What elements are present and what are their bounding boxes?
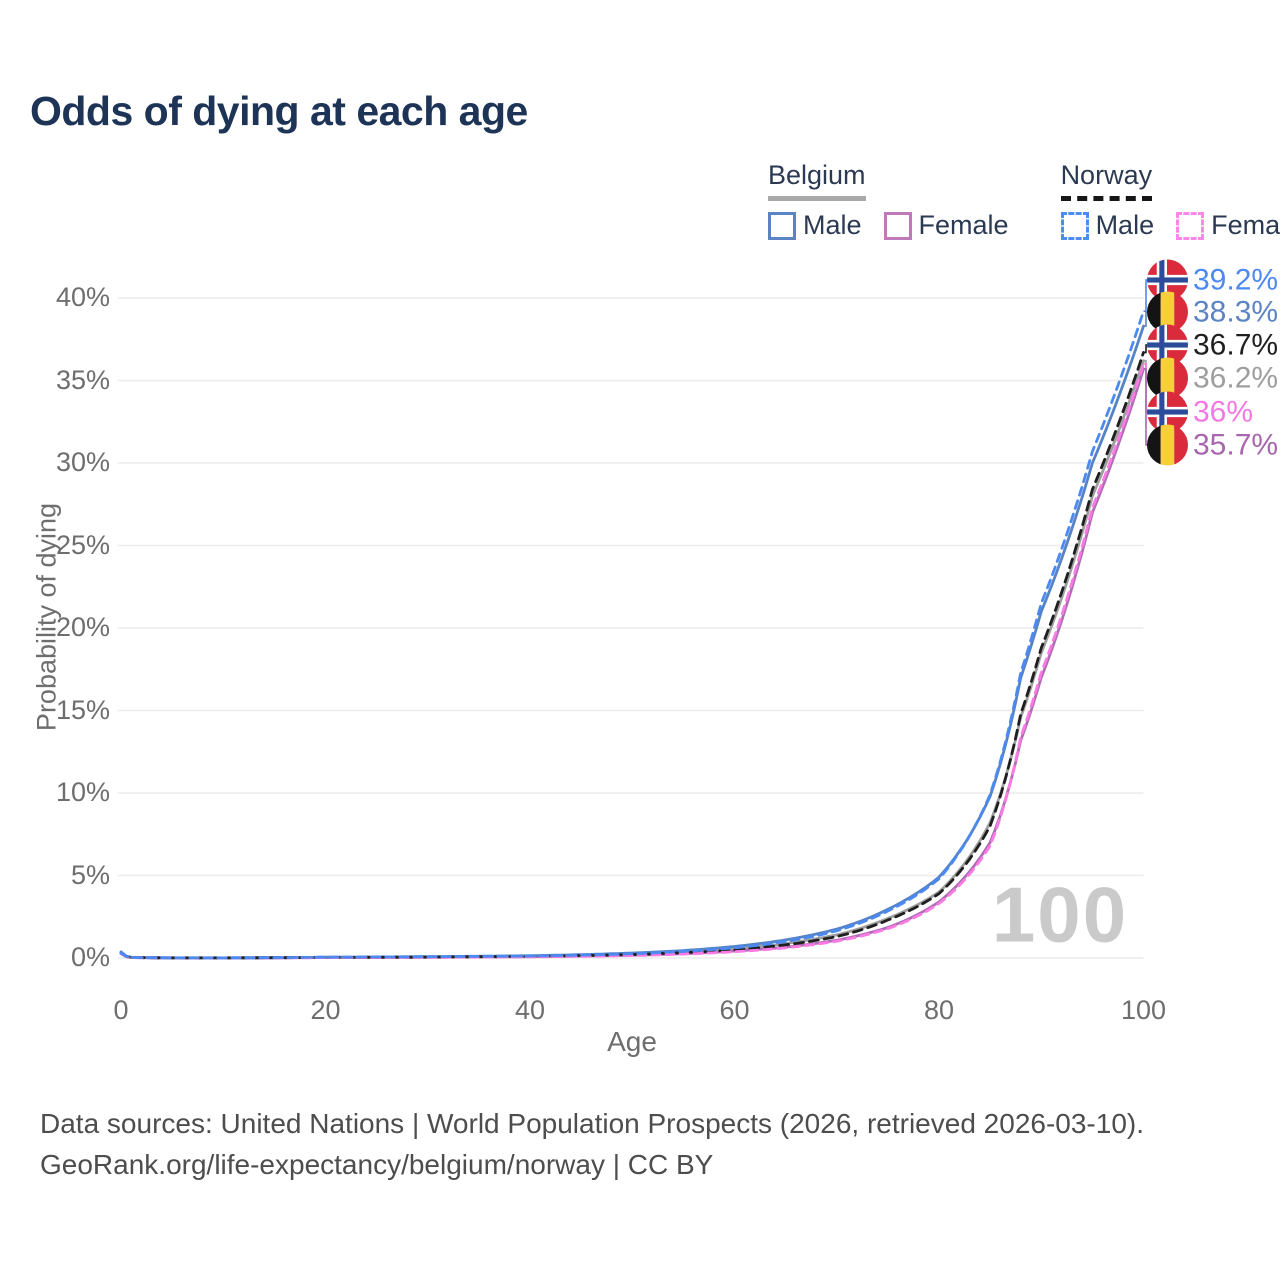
legend-item-belgium-male[interactable]: Male bbox=[768, 210, 862, 241]
legend-item-label: Female bbox=[918, 210, 1009, 240]
legend-item-belgium-female[interactable]: Female bbox=[883, 210, 1009, 241]
x-tick-label-100: 100 bbox=[1120, 995, 1167, 1025]
end-label-norway-male: 39.2% bbox=[1147, 259, 1279, 301]
footer-sources-line: Data sources: United Nations | World Pop… bbox=[40, 1108, 1145, 1139]
page-title: Odds of dying at each age bbox=[30, 88, 528, 134]
legend-item-label: Male bbox=[803, 210, 862, 240]
footer-attribution-line: GeoRank.org/life-expectancy/belgium/norw… bbox=[40, 1149, 714, 1180]
end-value-label: 38.3% bbox=[1193, 295, 1279, 328]
end-value-label: 39.2% bbox=[1193, 263, 1279, 296]
legend-country-norway[interactable]: Norway bbox=[1060, 160, 1153, 201]
norway-flag-icon bbox=[1147, 324, 1188, 366]
legend-group-norway: Norway Male Female bbox=[1060, 160, 1280, 241]
y-tick-label-30%: 30% bbox=[55, 447, 110, 477]
norway-female-swatch-icon bbox=[1176, 211, 1205, 240]
end-value-label: 36% bbox=[1193, 395, 1254, 428]
end-label-belgium-male: 38.3% bbox=[1147, 291, 1279, 333]
end-value-label: 36.2% bbox=[1193, 361, 1279, 394]
legend: Belgium Male Female Norway Male bbox=[768, 160, 1280, 241]
y-tick-label-5%: 5% bbox=[70, 859, 110, 890]
x-tick-label-60: 60 bbox=[719, 995, 750, 1025]
end-label-belgium-both-sexes: 36.2% bbox=[1147, 357, 1279, 399]
curve-belgium-both-sexes[interactable] bbox=[119, 359, 1145, 960]
curve-norway-both-sexes[interactable] bbox=[119, 351, 1145, 960]
y-tick-label-25%: 25% bbox=[55, 529, 110, 560]
curve-belgium-male[interactable] bbox=[119, 324, 1145, 960]
legend-item-norway-female[interactable]: Female bbox=[1176, 210, 1280, 241]
curve-belgium-female[interactable] bbox=[119, 367, 1145, 960]
curve-norway-male[interactable] bbox=[119, 309, 1145, 960]
x-tick-label-0: 0 bbox=[113, 995, 129, 1025]
end-label-norway-female: 36% bbox=[1147, 391, 1254, 433]
legend-item-label: Female bbox=[1211, 210, 1280, 240]
legend-item-norway-male[interactable]: Male bbox=[1060, 210, 1155, 241]
norway-flag-icon bbox=[1147, 259, 1188, 301]
legend-country-belgium[interactable]: Belgium bbox=[768, 160, 866, 201]
end-label-belgium-female: 35.7% bbox=[1147, 424, 1279, 466]
legend-item-label: Male bbox=[1095, 210, 1155, 240]
end-value-label: 35.7% bbox=[1193, 428, 1279, 461]
belgium-flag-icon bbox=[1147, 357, 1188, 399]
y-tick-label-40%: 40% bbox=[55, 282, 110, 312]
norway-male-swatch-icon bbox=[1060, 211, 1089, 240]
y-tick-label-0%: 0% bbox=[70, 942, 110, 972]
x-tick-label-40: 40 bbox=[514, 995, 546, 1025]
belgium-female-swatch-icon bbox=[883, 211, 912, 240]
legend-group-belgium: Belgium Male Female bbox=[768, 160, 1009, 241]
y-tick-label-10%: 10% bbox=[55, 777, 110, 807]
y-tick-label-20%: 20% bbox=[55, 612, 110, 642]
belgium-flag-icon bbox=[1147, 291, 1188, 333]
x-axis-title: Age bbox=[607, 1026, 657, 1057]
footer: Data sources: United Nations | World Pop… bbox=[40, 1103, 1144, 1185]
x-tick-label-80: 80 bbox=[923, 995, 955, 1025]
belgium-male-swatch-icon bbox=[768, 211, 796, 240]
y-tick-label-15%: 15% bbox=[55, 694, 110, 725]
belgium-flag-icon bbox=[1147, 424, 1188, 466]
end-label-norway-both-sexes: 36.7% bbox=[1147, 324, 1279, 366]
end-value-label: 36.7% bbox=[1193, 328, 1279, 361]
curve-norway-female[interactable] bbox=[119, 362, 1145, 960]
hovered-age-watermark: 100 bbox=[991, 870, 1129, 959]
x-tick-label-20: 20 bbox=[310, 995, 341, 1025]
y-tick-label-35%: 35% bbox=[55, 364, 110, 395]
